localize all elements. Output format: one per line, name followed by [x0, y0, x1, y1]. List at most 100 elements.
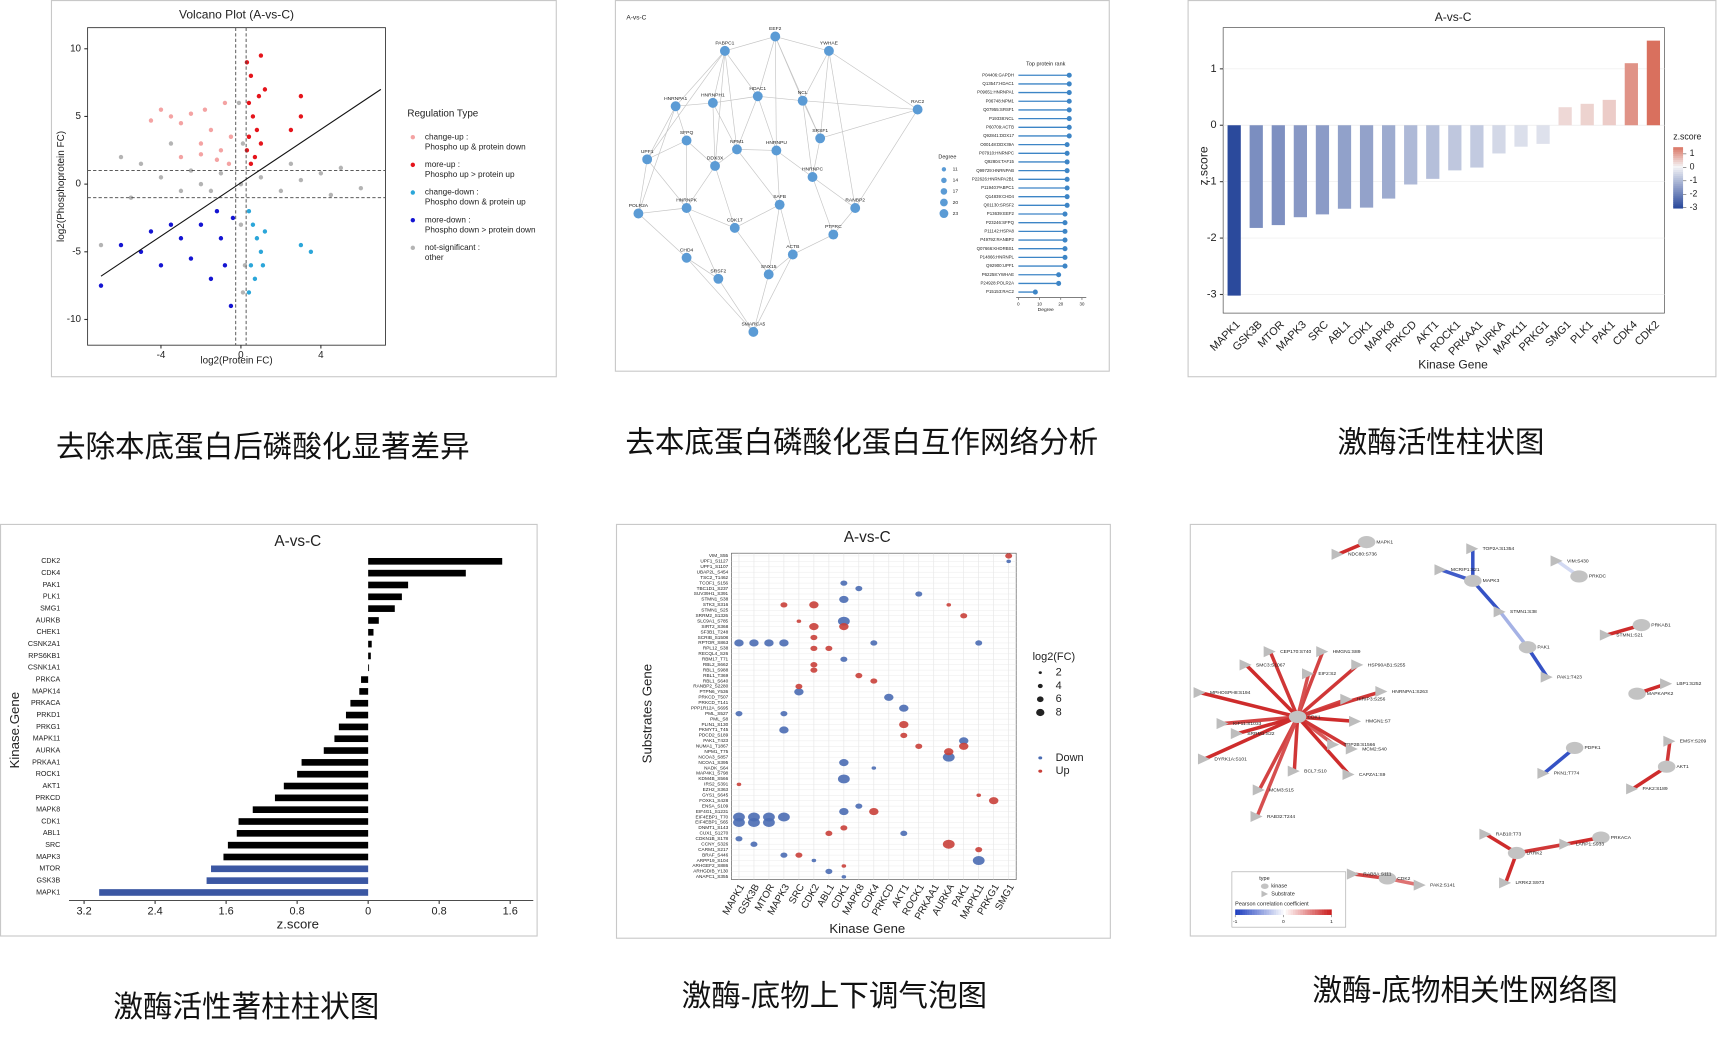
y-tick-label: PLIN1_S130 — [702, 722, 729, 728]
node-substrate — [1345, 743, 1358, 755]
bubble — [960, 613, 968, 619]
node-label: MCRIP1:S21 — [1451, 567, 1480, 573]
point — [250, 114, 256, 119]
bar — [297, 770, 369, 778]
x-tick-label: 0.8 — [290, 906, 305, 918]
node-label: HNRNPC — [802, 167, 823, 173]
panel-frame — [1189, 523, 1717, 937]
lollipop-dot — [1066, 116, 1072, 122]
node — [797, 95, 808, 106]
y-tick-label: EIF4EBP1_T70 — [696, 814, 729, 820]
x-tick-label: 30 — [1080, 301, 1085, 306]
node-label: SMC3:S1067 — [1256, 662, 1285, 668]
colorbar-step — [1673, 153, 1684, 156]
node-kinase — [1657, 760, 1676, 773]
rank-label: P14866:HNRNPL — [980, 255, 1015, 260]
colorbar-step — [1283, 909, 1286, 915]
bubble — [839, 595, 849, 603]
node-label: SRSF2 — [710, 268, 726, 274]
colorbar-step — [1295, 909, 1299, 915]
bar — [274, 794, 369, 802]
y-tick-label: CHEK1 — [37, 628, 61, 636]
x-tick-label: 0.8 — [432, 906, 447, 918]
edge — [753, 254, 794, 333]
rank-label: P22626:HNRNPA2B1 — [972, 176, 1015, 181]
x-tick-label: 1.6 — [503, 906, 518, 918]
colorbar-step — [1276, 909, 1279, 915]
bubble — [959, 742, 969, 750]
legend-size — [939, 209, 949, 219]
point — [262, 87, 268, 92]
lollipop-dot — [1064, 202, 1070, 208]
bubble — [870, 678, 878, 684]
colorbar-step — [1293, 909, 1296, 915]
bubble — [763, 817, 775, 827]
bubble — [750, 841, 758, 847]
node-substrate — [1342, 768, 1355, 780]
edge — [712, 102, 738, 150]
lollipop-dot — [1066, 72, 1072, 78]
colorbar-step — [1673, 195, 1684, 199]
y-tick-label: TCOF1_S156 — [699, 580, 728, 586]
colorbar-step — [1305, 909, 1308, 915]
bar — [368, 628, 374, 636]
rank-label: Q07955:SRSF1 — [983, 107, 1014, 112]
node-label: PRKACA — [1611, 835, 1632, 841]
node-label: STMN1:S21 — [1616, 632, 1643, 638]
node-substrate — [1216, 718, 1229, 730]
x-tick-label: 0 — [1017, 301, 1020, 306]
y-tick-label: IRS2_S391 — [704, 782, 728, 788]
edge — [1199, 690, 1299, 719]
y-tick-label: RBL1_S988 — [703, 667, 729, 673]
colorbar-step — [1249, 909, 1253, 915]
y-tick-label: TSC2_T1462 — [700, 575, 728, 581]
bar — [1514, 125, 1528, 147]
edge — [828, 50, 918, 110]
node-kinase — [1378, 872, 1397, 885]
node — [710, 160, 720, 171]
node-substrate — [1413, 879, 1426, 891]
point — [118, 242, 124, 248]
node-substrate — [1626, 783, 1639, 795]
plot-area — [1222, 27, 1665, 314]
y-tick-label: DNMT1_S143 — [698, 825, 728, 831]
legend-size — [941, 177, 947, 184]
colorbar-step — [1673, 151, 1684, 154]
point — [238, 222, 244, 227]
chart-title: A-vs-C — [1435, 10, 1472, 24]
edge — [1295, 673, 1311, 718]
bar — [252, 806, 369, 814]
colorbar-label: -3 — [1690, 202, 1698, 212]
node-label: SAFB — [773, 194, 787, 200]
rank-label: P49792:RANBP2 — [980, 237, 1014, 242]
node-kinase — [1464, 574, 1482, 587]
node — [633, 208, 644, 219]
legend-box — [1231, 871, 1347, 928]
node-substrate — [1540, 671, 1553, 683]
point — [278, 188, 284, 194]
y-tick-label: EIF4G1_S1231 — [696, 809, 729, 815]
colorbar-step — [1300, 909, 1303, 915]
point — [258, 141, 264, 146]
node — [642, 154, 653, 165]
y-tick-label: RPTOR_S863 — [698, 640, 728, 646]
bubble — [855, 672, 863, 679]
bubble — [988, 797, 999, 805]
node-substrate — [1331, 548, 1344, 560]
node-label: EMSY:S209 — [1680, 739, 1707, 745]
lollipop-dot — [1064, 194, 1070, 200]
y-tick-label: VIM_S55 — [709, 553, 729, 559]
legend-title: Degree — [938, 155, 956, 161]
point — [254, 127, 260, 133]
bubble — [900, 732, 908, 739]
y-tick-label: STMN1_S38 — [701, 597, 728, 603]
node-label: PRKDC — [1589, 574, 1607, 580]
node — [713, 273, 724, 284]
colorbar-step — [1673, 191, 1684, 195]
node-label: SRSF1 — [812, 128, 828, 134]
y-tick-label: RECQL4_S26 — [698, 651, 728, 657]
point — [246, 134, 252, 139]
bar — [236, 830, 369, 837]
point — [198, 181, 204, 187]
